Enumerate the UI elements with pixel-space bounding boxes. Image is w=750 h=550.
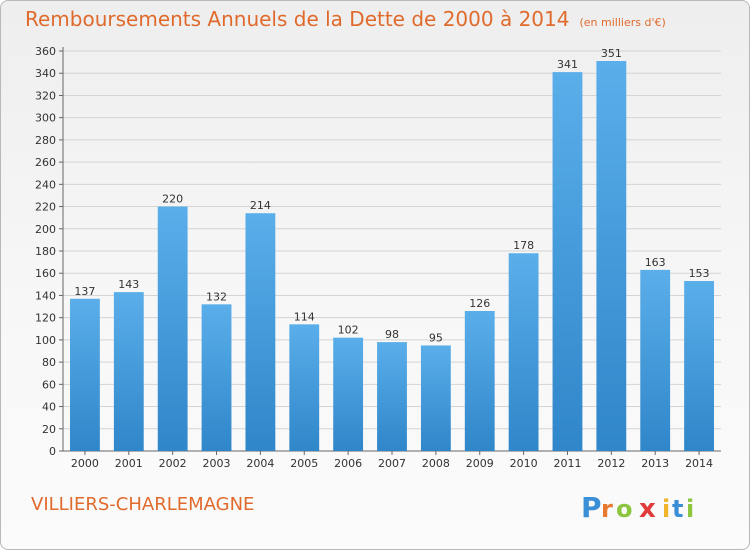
x-tick-label: 2002 [159,457,187,470]
bar-2014 [684,281,714,451]
y-tick-label: 60 [42,378,56,391]
data-labels: 137 143 220 132 214 114 102 98 95 126 178 341 351 163… [74,47,709,344]
data-label-2004: 214 [250,199,271,212]
bar-2008 [420,345,451,451]
y-tick-label: 140 [35,289,56,302]
x-tick-label: 2003 [203,457,231,470]
chart-title: Remboursements Annuels de la Dette de 20… [25,7,666,31]
svg-text:r: r [601,495,613,523]
data-label-2005: 114 [294,310,315,323]
svg-text:P: P [581,491,602,524]
x-tick-label: 2011 [553,457,581,470]
svg-text:i: i [662,495,670,523]
bar-2002 [157,206,188,451]
x-tick-label: 2010 [510,457,538,470]
x-tick-label: 2012 [597,457,625,470]
bar-2004 [245,213,276,451]
bar-2001 [113,292,144,451]
data-label-2012: 351 [601,47,622,60]
y-tick-label: 180 [35,245,56,258]
bar-2009 [464,311,495,451]
y-tick-label: 300 [35,112,56,125]
x-tick-label: 2007 [378,457,406,470]
y-tick-label: 120 [35,312,56,325]
svg-text:x: x [639,494,656,524]
y-tick-label: 360 [35,45,56,58]
svg-text:t: t [672,495,683,523]
bar-2012 [596,61,627,451]
bar-2011 [552,72,583,451]
bar-2006 [333,337,364,451]
y-tick-label: 0 [49,445,56,458]
bar-2010 [508,253,539,451]
commune-name: VILLIERS-CHARLEMAGNE [31,494,255,515]
x-tick-label: 2008 [422,457,450,470]
bar-2005 [289,324,320,451]
y-tick-label: 160 [35,267,56,280]
data-label-2006: 102 [338,324,359,337]
y-tick-label: 280 [35,134,56,147]
bar-2000 [70,298,100,451]
y-tick-label: 100 [35,334,56,347]
data-label-2008: 95 [429,331,443,344]
bar-2007 [377,342,407,451]
axes: 0 20 40 60 80 100 120 140 160 180 200 220 240 260 280 3… [35,45,721,470]
data-label-2009: 126 [469,297,490,310]
x-tick-label: 2006 [334,457,362,470]
bar-2003 [201,304,232,451]
data-label-2001: 143 [118,278,139,291]
y-tick-label: 240 [35,178,56,191]
data-label-2003: 132 [206,290,227,303]
x-tick-label: 2001 [115,457,143,470]
y-tick-label: 260 [35,156,56,169]
data-label-2010: 178 [513,239,534,252]
x-tick-label: 2000 [71,457,99,470]
y-tick-label: 320 [35,89,56,102]
y-tick-label: 220 [35,201,56,214]
y-tick-label: 200 [35,223,56,236]
y-tick-label: 40 [42,401,56,414]
x-tick-label: 2014 [685,457,713,470]
svg-text:o: o [616,495,633,523]
data-label-2013: 163 [645,256,666,269]
data-label-2014: 153 [689,267,710,280]
y-tick-label: 20 [42,423,56,436]
bar-2013 [640,269,671,451]
unit-label: (en milliers d'€) [579,16,666,29]
x-tick-label: 2004 [246,457,274,470]
x-tick-label: 2009 [466,457,494,470]
y-tick-label: 80 [42,356,56,369]
data-label-2000: 137 [74,285,95,298]
x-tick-label: 2013 [641,457,669,470]
x-tick-label: 2005 [290,457,318,470]
data-label-2007: 98 [385,328,399,341]
y-tick-label: 340 [35,67,56,80]
svg-text:i: i [686,495,694,523]
data-label-2002: 220 [162,193,183,206]
proxiti-logo: P r o x i t i [581,491,694,524]
bars [70,61,714,451]
data-label-2011: 341 [557,58,578,71]
chart-title-text: Remboursements Annuels de la Dette de 20… [25,7,570,31]
